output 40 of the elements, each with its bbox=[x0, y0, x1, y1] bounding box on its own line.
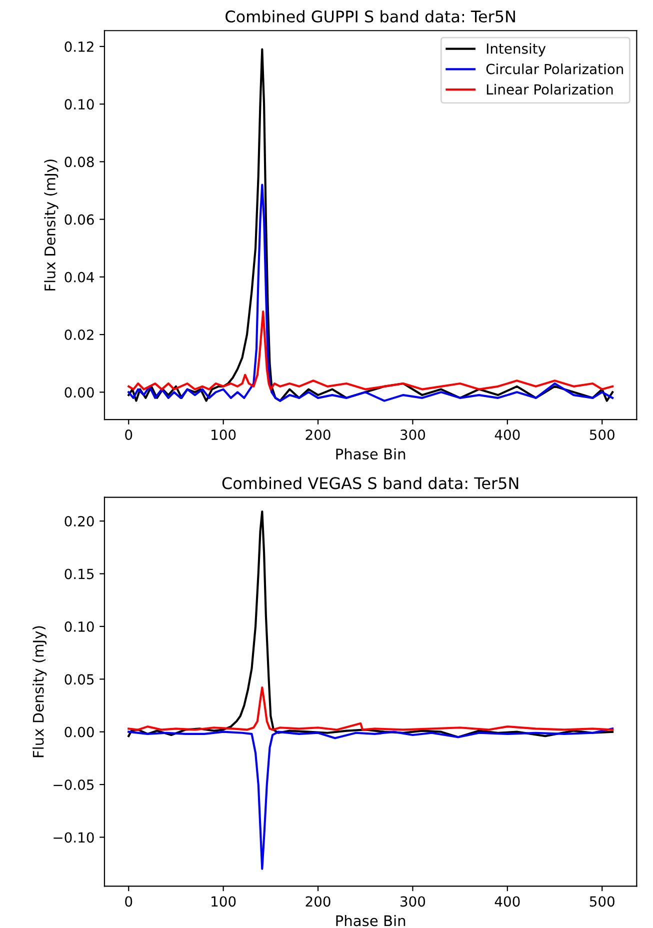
line-series bbox=[128, 728, 614, 870]
x-tick-label: 200 bbox=[306, 896, 330, 907]
y-tick-label: −0.10 bbox=[54, 832, 94, 843]
y-tick-label: 0.06 bbox=[64, 214, 94, 225]
x-tick-label: 100 bbox=[212, 896, 236, 907]
y-tick-label: 0.05 bbox=[64, 674, 94, 685]
line-series bbox=[128, 686, 614, 731]
x-tick-label: 100 bbox=[212, 430, 236, 440]
line-series bbox=[128, 310, 614, 390]
y-tick-label: 0.20 bbox=[64, 516, 94, 527]
x-tick-label: 0 bbox=[125, 896, 132, 907]
x-tick-label: 500 bbox=[590, 896, 614, 907]
y-tick-label: 0.02 bbox=[64, 330, 94, 340]
chart-title: Combined GUPPI S band data: Ter5N bbox=[226, 10, 515, 23]
x-axis-title: Phase Bin bbox=[336, 914, 406, 926]
x-tick-label: 200 bbox=[306, 430, 330, 440]
x-tick-label: 400 bbox=[494, 430, 520, 440]
legend-label: Linear Polarization bbox=[486, 84, 613, 95]
y-tick-label: 0.10 bbox=[64, 99, 94, 110]
y-tick-label: 0.12 bbox=[64, 41, 94, 52]
legend-label: Circular Polarization bbox=[486, 64, 623, 74]
line-series bbox=[128, 510, 614, 738]
y-axis-title: Flux Density (mJy) bbox=[44, 160, 58, 290]
x-tick-label: 500 bbox=[590, 430, 614, 440]
y-tick-label: 0.15 bbox=[64, 568, 94, 580]
x-tick-label: 300 bbox=[400, 896, 426, 907]
y-axis-title: Flux Density (mJy) bbox=[32, 626, 47, 758]
x-tick-label: 300 bbox=[400, 430, 426, 440]
y-tick-label: 0.08 bbox=[64, 156, 94, 168]
chart-title: Combined VEGAS S band data: Ter5N bbox=[222, 476, 518, 490]
x-tick-label: 400 bbox=[494, 896, 520, 907]
y-tick-label: 0.00 bbox=[64, 387, 94, 398]
y-tick-label: 0.00 bbox=[64, 726, 94, 738]
y-tick-label: 0.10 bbox=[64, 621, 94, 632]
line-series bbox=[128, 184, 614, 402]
y-tick-label: 0.04 bbox=[64, 272, 94, 282]
y-tick-label: −0.05 bbox=[54, 780, 94, 790]
x-tick-label: 0 bbox=[125, 430, 132, 440]
legend-label: Intensity bbox=[486, 43, 546, 57]
x-axis-title: Phase Bin bbox=[336, 448, 406, 460]
